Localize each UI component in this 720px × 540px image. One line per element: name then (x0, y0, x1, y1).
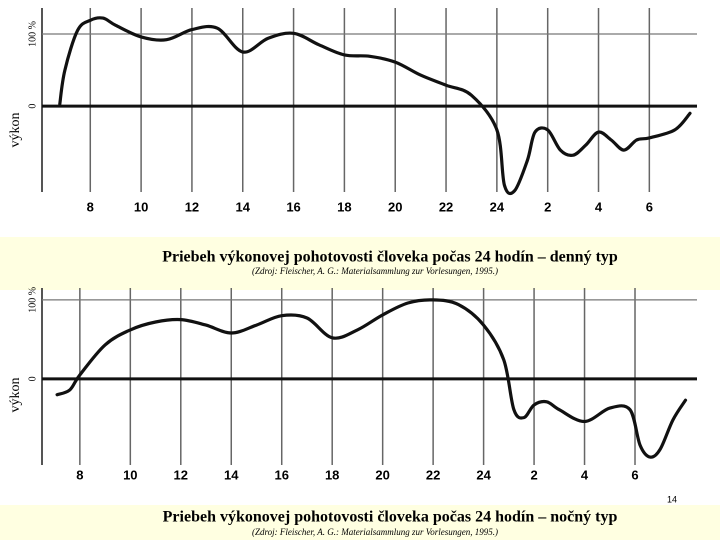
y-tick-label: 0 (27, 376, 38, 381)
x-tick-label: 6 (631, 467, 638, 482)
x-tick-label: 18 (325, 467, 339, 482)
performance-line (58, 16, 692, 196)
title-band (0, 237, 720, 290)
x-tick-label: 10 (123, 467, 137, 482)
x-tick-label: 14 (224, 467, 239, 482)
x-tick-label: 14 (236, 199, 251, 214)
y-tick-label: 100 % (27, 287, 38, 313)
x-tick-label: 12 (185, 199, 199, 214)
y-tick-label: 100 % (27, 21, 38, 47)
x-tick-label: 2 (544, 199, 551, 214)
x-tick-label: 18 (337, 199, 351, 214)
x-tick-label: 24 (476, 467, 491, 482)
x-tick-label: 16 (274, 467, 288, 482)
chart-title: Priebeh výkonovej pohotovosti človeka po… (163, 509, 618, 526)
chart-source: (Zdroj: Fleischer, A. G.: Materialsammlu… (252, 527, 498, 537)
x-tick-label: 4 (595, 199, 603, 214)
title-band (0, 505, 720, 540)
x-tick-label: 4 (581, 467, 589, 482)
x-tick-label: 20 (388, 199, 402, 214)
y-tick-label: 0 (27, 104, 38, 109)
x-tick-label: 22 (426, 467, 440, 482)
y-axis-label: výkon (8, 113, 23, 148)
x-tick-label: 8 (87, 199, 94, 214)
performance-line (55, 298, 688, 459)
chart-source: (Zdroj: Fleischer, A. G.: Materialsammlu… (252, 266, 498, 276)
x-tick-label: 2 (530, 467, 537, 482)
chart-title: Priebeh výkonovej pohotovosti človeka po… (162, 249, 618, 266)
x-tick-label: 24 (490, 199, 505, 214)
x-tick-label: 12 (174, 467, 188, 482)
x-tick-label: 22 (439, 199, 453, 214)
x-tick-label: 16 (286, 199, 300, 214)
x-tick-label: 10 (134, 199, 148, 214)
x-tick-label: 20 (375, 467, 389, 482)
slide-number: 14 (667, 494, 677, 504)
x-tick-label: 8 (76, 467, 83, 482)
y-axis-label: výkon (8, 378, 23, 413)
x-tick-label: 6 (646, 199, 653, 214)
